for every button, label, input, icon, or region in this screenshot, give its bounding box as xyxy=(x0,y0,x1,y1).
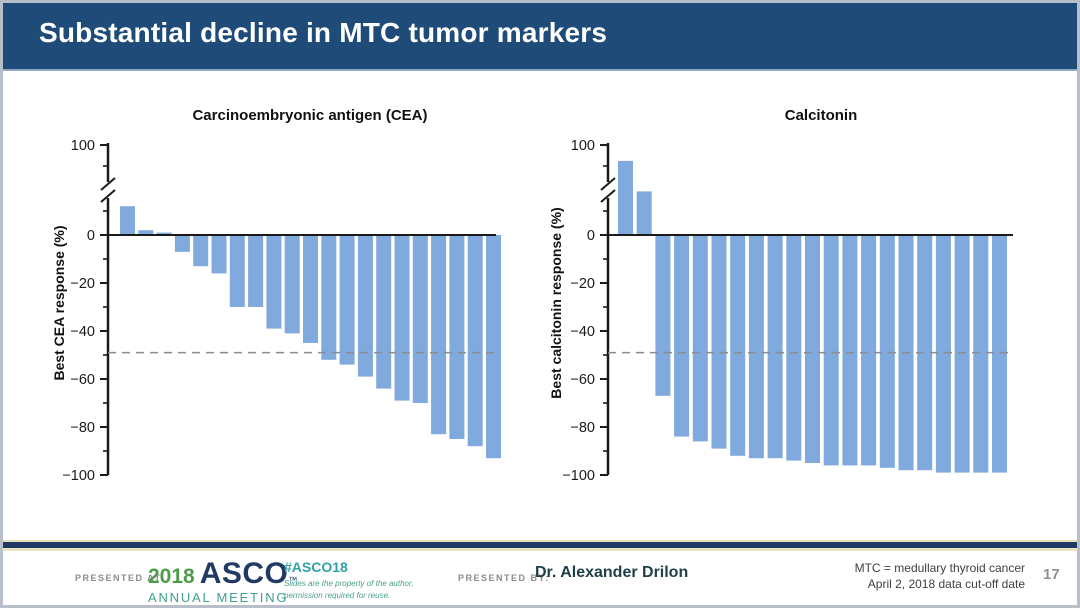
svg-text:−80: −80 xyxy=(70,420,95,436)
bar xyxy=(861,235,877,466)
svg-text:−60: −60 xyxy=(70,372,95,388)
bar xyxy=(767,235,783,459)
bar xyxy=(917,235,933,471)
presenter-name: Dr. Alexander Drilon xyxy=(535,564,689,581)
logo-org: ASCO xyxy=(199,557,289,590)
bar xyxy=(636,191,652,235)
calcitonin-waterfall-chart: 100 0 −20 −40 −60 −80 −100 xyxy=(562,138,1013,484)
bar xyxy=(229,235,245,307)
svg-text:−20: −20 xyxy=(570,276,595,292)
bar xyxy=(842,235,858,466)
bar xyxy=(748,235,764,459)
svg-text:−40: −40 xyxy=(70,324,95,340)
bar xyxy=(692,235,708,442)
bar xyxy=(486,235,501,459)
bar xyxy=(954,235,970,473)
page-number: 17 xyxy=(1043,566,1060,583)
abbreviation-note: MTC = medullary thyroid cancer April 2, … xyxy=(855,560,1025,592)
calcitonin-chart-title: Calcitonin xyxy=(784,107,858,124)
bar xyxy=(992,235,1007,473)
footer-divider-navy xyxy=(3,542,1077,548)
hashtag: #ASCO18 xyxy=(284,559,348,575)
logo-trademark: ™ xyxy=(288,575,298,585)
bar xyxy=(618,160,633,235)
bar xyxy=(935,235,951,473)
bar xyxy=(879,235,895,468)
svg-text:−40: −40 xyxy=(570,324,595,340)
bar xyxy=(120,206,135,235)
slide-title: Substantial decline in MTC tumor markers xyxy=(39,17,608,48)
svg-text:0: 0 xyxy=(587,228,595,244)
bar xyxy=(973,235,989,473)
bar xyxy=(174,235,190,252)
svg-text:−60: −60 xyxy=(570,372,595,388)
bar xyxy=(284,235,300,334)
footer-divider xyxy=(3,540,1077,551)
cea-chart-title: Carcinoembryonic antigen (CEA) xyxy=(192,107,428,124)
bar xyxy=(655,235,671,396)
footer-divider-cream-top xyxy=(3,540,1077,542)
bar xyxy=(730,235,746,456)
bar xyxy=(357,235,373,377)
bar xyxy=(156,232,172,235)
note-line2: April 2, 2018 data cut-off date xyxy=(867,577,1025,591)
svg-text:100: 100 xyxy=(571,138,595,154)
bar xyxy=(394,235,410,401)
permission-line1: Slides are the property of the author, xyxy=(284,579,414,588)
bar xyxy=(674,235,690,437)
bar xyxy=(805,235,820,463)
bar xyxy=(823,235,839,466)
bar xyxy=(321,235,337,360)
presented-at-label: PRESENTED AT: xyxy=(75,573,166,583)
bar xyxy=(339,235,355,365)
svg-text:0: 0 xyxy=(87,228,95,244)
bar xyxy=(449,235,465,439)
note-line1: MTC = medullary thyroid cancer xyxy=(854,561,1025,575)
title-bar: Substantial decline in MTC tumor markers xyxy=(3,3,1077,71)
svg-text:100: 100 xyxy=(71,138,95,154)
bar xyxy=(431,235,447,435)
bar xyxy=(248,235,264,307)
svg-text:−80: −80 xyxy=(570,420,595,436)
asco-annual-meeting-logo: 2018 ASCO ™ ANNUAL MEETING xyxy=(148,557,298,605)
permission-note: Slides are the property of the author, p… xyxy=(284,578,413,601)
svg-text:−100: −100 xyxy=(62,468,95,484)
bar xyxy=(412,235,428,403)
presented-by-label: PRESENTED BY: xyxy=(458,573,550,583)
footer-divider-cream-bottom xyxy=(3,548,1077,551)
permission-line2: permission required for reuse. xyxy=(284,590,391,600)
cea-waterfall-chart: 100 0 −20 −40 −60 −80 −100 xyxy=(62,138,501,484)
bar xyxy=(786,235,802,461)
bar xyxy=(303,235,318,343)
logo-year: 2018 xyxy=(148,565,195,588)
bar xyxy=(376,235,392,389)
bar xyxy=(266,235,282,329)
bar xyxy=(193,235,209,267)
svg-text:−100: −100 xyxy=(562,468,595,484)
hashtag-block: #ASCO18 Slides are the property of the a… xyxy=(284,559,413,601)
bar xyxy=(467,235,483,447)
logo-subtitle: ANNUAL MEETING xyxy=(148,590,289,605)
bar xyxy=(711,235,727,449)
bar xyxy=(211,235,227,274)
svg-text:−20: −20 xyxy=(70,276,95,292)
bar xyxy=(138,230,154,235)
